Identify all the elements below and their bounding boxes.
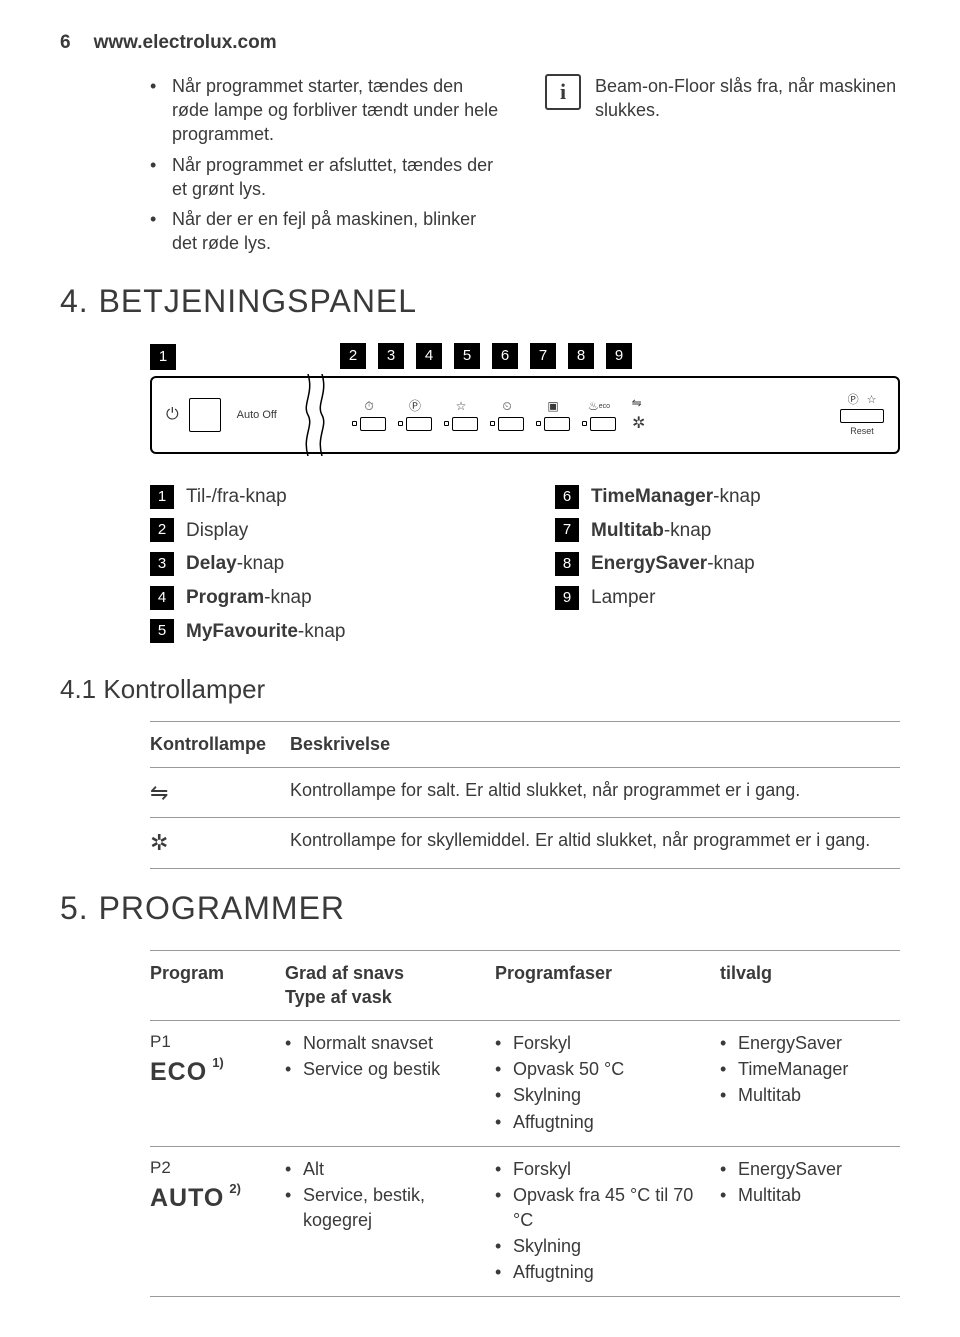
callout-4: 4 [416,343,442,369]
legend-row: 6 TimeManager-knap [555,484,900,510]
tablet-icon: ▣ [547,400,558,414]
legend-label: Program-knap [186,585,312,611]
program-icon: Ⓟ [848,393,859,408]
ktable-symbol: ✲ [150,818,290,869]
star-icon: ☆ [456,400,467,414]
panel-break [302,376,342,454]
legend-label: MyFavourite-knap [186,619,345,645]
legend-row: 1 Til-/fra-knap [150,484,495,510]
panel-button: ⏲ [490,400,524,431]
section-5-title: 5. PROGRAMMER [60,887,900,930]
eco-icon: ♨eco [588,400,610,414]
legend-label: Display [186,518,248,544]
legend-row: 8 EnergySaver-knap [555,551,900,577]
site-url: www.electrolux.com [94,30,277,56]
callout-7: 7 [530,343,556,369]
ktable-desc: Kontrollampe for skyllemiddel. Er altid … [290,818,900,869]
callout-1: 1 [150,344,176,370]
page-number: 6 [60,30,71,56]
legend-number: 6 [555,485,579,509]
panel-button: ♨eco [582,400,616,431]
option-cell: EnergySaverMultitab [720,1146,900,1296]
kontrollampe-table: Kontrol­lampe Beskrivelse ⇋Kontrollampe … [150,721,900,869]
reset-group: Ⓟ ☆ Reset [840,393,884,438]
panel-button: ▣ [536,400,570,431]
program-icon: Ⓟ [409,400,421,414]
intro-columns: Når programmet starter, tændes den røde … [150,74,900,262]
callout-5: 5 [454,343,480,369]
intro-bullet: Når programmet starter, tændes den røde … [150,74,505,147]
legend-label: Til-/fra-knap [186,484,287,510]
auto-off-label: Auto Off [237,408,277,423]
grad-cell: Normalt snavsetService og bestik [285,1020,495,1146]
ptable-h3: Programfaser [495,951,720,1021]
ktable-symbol: ⇋ [150,767,290,818]
ktable-h1: Kontrol­lampe [150,722,290,767]
legend-row: 5 MyFavourite-knap [150,619,495,645]
intro-bullet-list: Når programmet starter, tændes den røde … [150,74,505,256]
legend-number: 5 [150,619,174,643]
lamp-icon: ⇋ [632,396,642,410]
legend-label: EnergySaver-knap [591,551,755,577]
panel-button: ⏱ [352,400,386,431]
ktable-h2: Beskrivelse [290,722,900,767]
info-callout: i Beam-on-Floor slås fra, når maskinen s… [545,74,900,123]
legend-number: 3 [150,552,174,576]
clock-icon: ⏱ [364,400,373,414]
program-cell: P1ECO 1) [150,1020,285,1146]
grad-cell: AltService, bestik, kogegrej [285,1146,495,1296]
intro-bullet: Når programmet er afsluttet, tændes der … [150,153,505,202]
info-icon: i [545,74,581,110]
ktable-desc: Kontrollampe for salt. Er altid slukket,… [290,767,900,818]
legend-row: 2 Display [150,518,495,544]
callout-9: 9 [606,343,632,369]
legend-label: Lamper [591,585,655,611]
legend-number: 4 [150,586,174,610]
reset-label: Reset [850,425,874,437]
legend-row: 7 Multitab-knap [555,518,900,544]
stopwatch-icon: ⏲ [502,400,511,414]
rinse-icon: ✲ [632,413,645,435]
programmer-table: Program Grad af snavsType af vask Progra… [150,950,900,1297]
legend-row: 3 Delay-knap [150,551,495,577]
star-icon: ☆ [867,393,877,408]
info-text: Beam-on-Floor slås fra, når maskinen slu… [595,74,900,123]
section-4-1-title: 4.1 Kontrollamper [60,672,900,707]
display-rect [189,398,221,432]
callout-6: 6 [492,343,518,369]
legend-number: 1 [150,485,174,509]
panel-button: Ⓟ [398,400,432,431]
ptable-h1: Program [150,951,285,1021]
phase-cell: ForskylOpvask 50 °CSkylningAffugtning [495,1020,720,1146]
intro-bullet: Når der er en fejl på maskinen, blinker … [150,207,505,256]
phase-cell: ForskylOpvask fra 45 °C til 70 °CSkylnin… [495,1146,720,1296]
section-4-title: 4. BETJENINGSPANEL [60,280,900,323]
program-cell: P2AUTO 2) [150,1146,285,1296]
legend-label: TimeManager-knap [591,484,761,510]
panel-legend: 1 Til-/fra-knap 2 Display 3 Delay-knap 4 Progra… [150,484,900,652]
option-cell: EnergySaverTimeManagerMultitab [720,1020,900,1146]
power-icon: ⏻ [166,404,179,426]
legend-label: Multitab-knap [591,518,711,544]
legend-number: 9 [555,586,579,610]
legend-label: Delay-knap [186,551,284,577]
page-header: 6 www.electrolux.com [60,30,900,56]
legend-number: 2 [150,518,174,542]
callout-2: 2 [340,343,366,369]
control-panel-outline: ⏻ Auto Off ⏱ Ⓟ ☆ ⏲ [150,376,900,454]
legend-number: 8 [555,552,579,576]
panel-lamps: ⇋ ✲ [628,396,645,435]
callout-3: 3 [378,343,404,369]
legend-row: 9 Lamper [555,585,900,611]
control-panel-figure: 1 2 3 4 5 6 7 8 9 ⏻ Auto Off [150,343,900,454]
ptable-h2: Grad af snavsType af vask [285,951,495,1021]
legend-row: 4 Program-knap [150,585,495,611]
legend-number: 7 [555,518,579,542]
ptable-h4: tilvalg [720,951,900,1021]
panel-button: ☆ [444,400,478,431]
callout-8: 8 [568,343,594,369]
